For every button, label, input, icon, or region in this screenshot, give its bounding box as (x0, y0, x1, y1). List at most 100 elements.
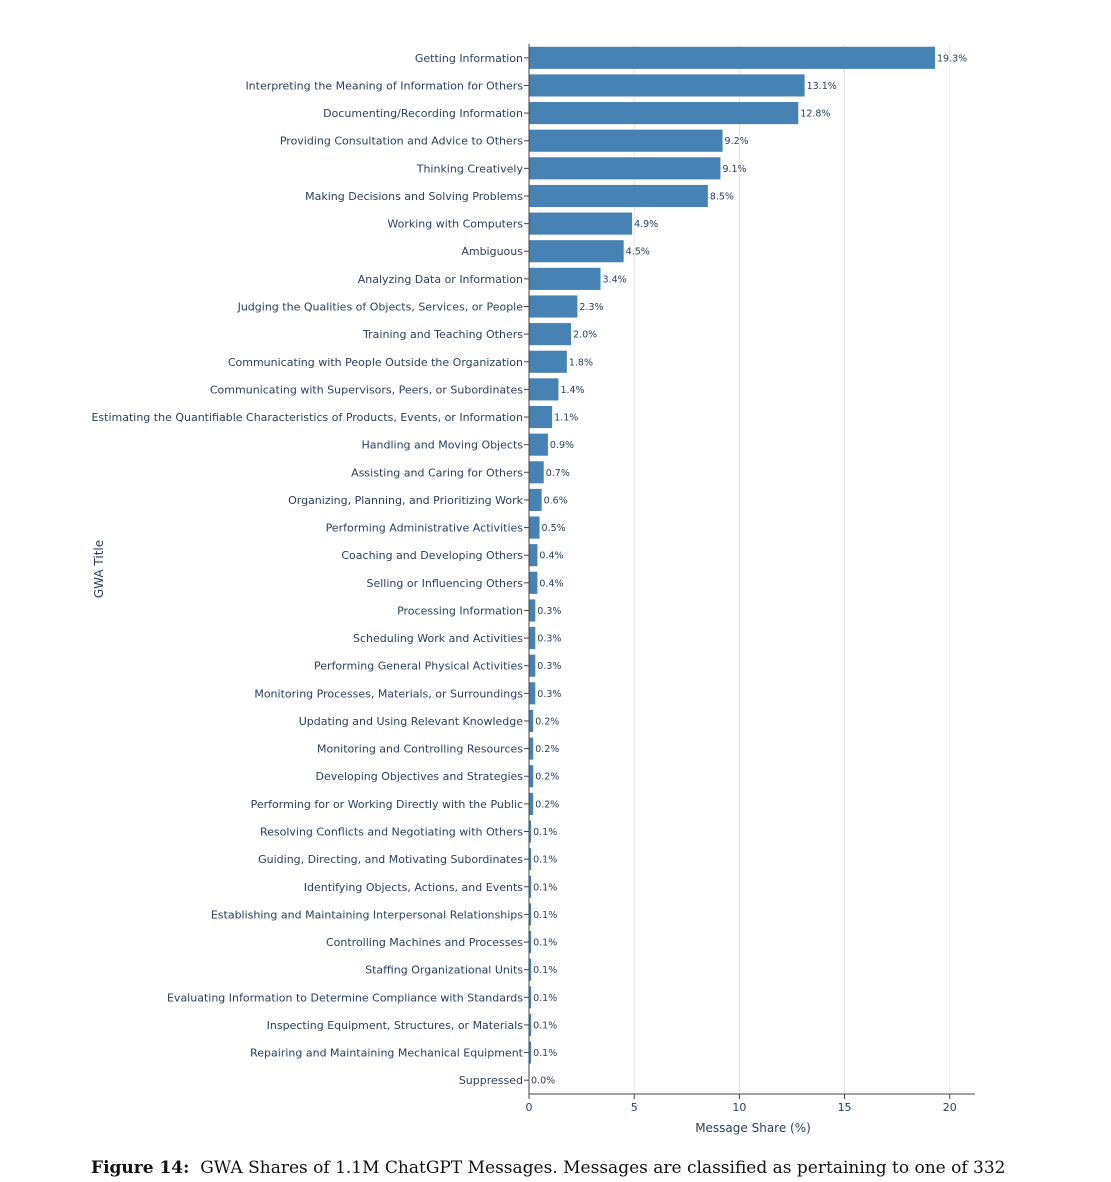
value-label-7: 4.5% (626, 247, 650, 258)
value-label-30: 0.1% (533, 882, 557, 893)
bar-8 (529, 267, 601, 290)
value-label-22: 0.3% (537, 661, 561, 672)
x-tick-label-20: 20 (943, 1101, 957, 1114)
category-label-15: Assisting and Caring for Others (351, 466, 523, 479)
category-label-21: Scheduling Work and Activities (353, 632, 523, 645)
bar-33 (529, 958, 532, 981)
category-label-20: Processing Information (397, 604, 523, 617)
value-label-12: 1.4% (560, 385, 584, 396)
category-label-2: Documenting/Recording Information (323, 107, 523, 120)
value-label-36: 0.1% (533, 1048, 557, 1059)
bar-23 (529, 682, 536, 705)
category-label-28: Resolving Conflicts and Negotiating with… (260, 826, 523, 839)
value-label-8: 3.4% (603, 274, 627, 285)
category-label-0: Getting Information (415, 52, 523, 65)
bar-26 (529, 765, 534, 788)
bar-17 (529, 516, 540, 539)
category-label-17: Performing Administrative Activities (326, 522, 524, 535)
bar-22 (529, 654, 536, 677)
bar-12 (529, 378, 559, 401)
category-label-25: Monitoring and Controlling Resources (317, 743, 523, 756)
value-label-18: 0.4% (539, 551, 563, 562)
category-label-3: Providing Consultation and Advice to Oth… (280, 135, 523, 148)
x-axis-title: Message Share (%) (695, 1121, 811, 1135)
value-label-34: 0.1% (533, 993, 557, 1004)
category-label-36: Repairing and Maintaining Mechanical Equ… (250, 1047, 524, 1060)
bar-chart: 19.3% 13.1% 12.8% 9.2% 9.1% 8.5% 4.9% 4.5% 3.4% 2… (91, 44, 975, 1135)
category-label-12: Communicating with Supervisors, Peers, o… (210, 383, 523, 396)
bar-25 (529, 737, 534, 760)
value-label-35: 0.1% (533, 1020, 557, 1031)
bar-0 (529, 46, 936, 69)
bar-3 (529, 129, 723, 152)
category-label-26: Developing Objectives and Strategies (315, 770, 523, 783)
bar-11 (529, 350, 567, 373)
category-label-1: Interpreting the Meaning of Information … (245, 79, 523, 92)
value-label-33: 0.1% (533, 965, 557, 976)
figure-caption-text: GWA Shares of 1.1M ChatGPT Messages. Mes… (200, 1158, 1006, 1178)
bar-21 (529, 627, 536, 650)
value-label-23: 0.3% (537, 689, 561, 700)
category-label-29: Guiding, Directing, and Motivating Subor… (258, 853, 523, 866)
bar-5 (529, 184, 708, 208)
category-label-32: Controlling Machines and Processes (326, 936, 523, 949)
value-label-5: 8.5% (710, 191, 734, 202)
value-label-11: 1.8% (569, 357, 593, 368)
value-label-21: 0.3% (537, 634, 561, 645)
value-label-25: 0.2% (535, 744, 559, 755)
bar-15 (529, 461, 544, 484)
value-label-26: 0.2% (535, 772, 559, 783)
category-label-9: Judging the Qualities of Objects, Servic… (237, 301, 524, 314)
bar-14 (529, 433, 548, 456)
bar-24 (529, 709, 534, 733)
bar-35 (529, 1013, 532, 1036)
bar-16 (529, 488, 542, 511)
category-label-37: Suppressed (459, 1074, 523, 1087)
bar-31 (529, 903, 532, 926)
category-label-6: Working with Computers (387, 218, 523, 231)
category-label-31: Establishing and Maintaining Interperson… (211, 908, 523, 921)
category-label-24: Updating and Using Relevant Knowledge (299, 715, 524, 728)
value-label-14: 0.9% (550, 440, 574, 451)
bar-2 (529, 102, 799, 125)
category-label-33: Staffing Organizational Units (365, 964, 523, 977)
value-label-27: 0.2% (535, 799, 559, 810)
value-label-20: 0.3% (537, 606, 561, 617)
value-label-4: 9.1% (722, 164, 746, 175)
value-label-6: 4.9% (634, 219, 658, 230)
category-label-5: Making Decisions and Solving Problems (305, 190, 523, 203)
value-label-32: 0.1% (533, 938, 557, 949)
value-label-3: 9.2% (725, 136, 749, 147)
bar-18 (529, 544, 538, 567)
x-tick-label-10: 10 (732, 1101, 746, 1114)
bar-10 (529, 323, 572, 346)
value-label-28: 0.1% (533, 827, 557, 838)
x-tick-label-5: 5 (631, 1101, 638, 1114)
category-label-7: Ambiguous (461, 245, 523, 258)
bar-29 (529, 848, 532, 871)
value-label-15: 0.7% (546, 468, 570, 479)
bar-4 (529, 157, 721, 180)
bar-19 (529, 571, 538, 594)
value-label-29: 0.1% (533, 855, 557, 866)
category-label-19: Selling or Influencing Others (367, 577, 524, 590)
value-label-16: 0.6% (544, 495, 568, 506)
figure-caption-label: Figure 14: (91, 1158, 190, 1178)
bar-30 (529, 875, 532, 898)
value-label-17: 0.5% (542, 523, 566, 534)
value-label-2: 12.8% (800, 109, 830, 120)
x-tick-label-0: 0 (526, 1101, 533, 1114)
value-label-19: 0.4% (539, 578, 563, 589)
value-label-13: 1.1% (554, 413, 578, 424)
value-label-9: 2.3% (579, 302, 603, 313)
bar-6 (529, 212, 633, 235)
value-label-0: 19.3% (937, 53, 967, 64)
category-label-16: Organizing, Planning, and Prioritizing W… (288, 494, 524, 507)
bar-13 (529, 405, 553, 429)
y-axis-title: GWA Title (92, 540, 106, 598)
bar-32 (529, 930, 532, 954)
category-label-4: Thinking Creatively (416, 162, 524, 175)
bar-1 (529, 74, 805, 97)
bars: 19.3% 13.1% 12.8% 9.2% 9.1% 8.5% 4.9% 4.5% 3.4% 2… (529, 46, 967, 1087)
category-label-27: Performing for or Working Directly with … (251, 798, 523, 811)
